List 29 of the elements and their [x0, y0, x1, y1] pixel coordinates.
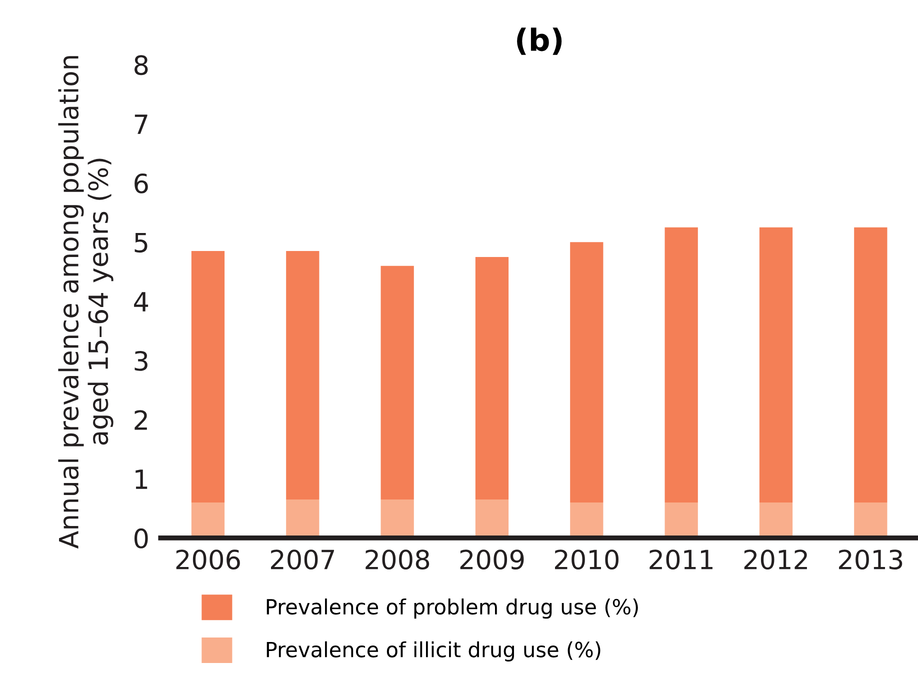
x-tick-label: 2008	[366, 550, 430, 570]
y-tick-label: 3	[134, 350, 148, 371]
x-tick-label: 2011	[650, 550, 712, 570]
bar	[191, 251, 225, 502]
bar	[286, 251, 320, 500]
y-tick-label: 8	[134, 55, 148, 76]
x-tick-label: 2006	[176, 550, 240, 570]
y-tick-label: 1	[136, 470, 148, 489]
bar	[570, 242, 604, 502]
x-tick-label: 2007	[271, 550, 334, 570]
bar	[854, 227, 888, 502]
y-tick-label: 0	[134, 528, 148, 548]
x-tick-label: 2010	[555, 550, 618, 570]
x-tick-label: 2013	[839, 550, 902, 570]
chart-title: (b)	[517, 28, 562, 55]
y-tick-label: 2	[134, 410, 147, 430]
y-tick-label: 5	[134, 232, 148, 253]
bar	[759, 227, 793, 502]
x-tick-label: 2012	[744, 550, 807, 570]
bar	[664, 227, 698, 502]
x-tick-label: 2009	[460, 550, 524, 570]
y-tick-label: 7	[134, 114, 148, 134]
y-tick-label: 6	[134, 173, 148, 194]
legend-label: Prevalence of problem drug use (%)	[266, 598, 638, 619]
bar	[380, 266, 414, 500]
y-axis-title: Annual prevalence among population aged 15–64 years (%)	[58, 56, 114, 549]
y-tick-label: 4	[134, 292, 148, 312]
legend-label: Prevalence of illicit drug use (%)	[266, 641, 600, 662]
bar	[475, 256, 509, 500]
